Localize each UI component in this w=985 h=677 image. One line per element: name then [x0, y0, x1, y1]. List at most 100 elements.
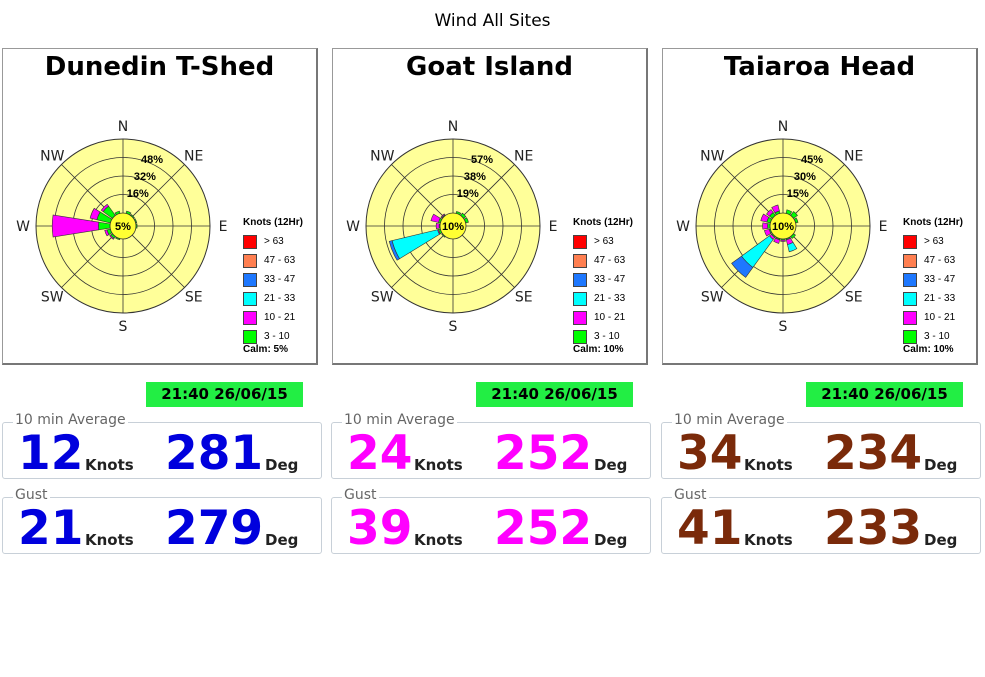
direction-label: S [119, 319, 128, 335]
legend-swatch [573, 329, 587, 344]
direction-label: NE [844, 148, 863, 164]
legend-item: 33 - 47 [573, 270, 653, 289]
ring-label: 30% [794, 171, 816, 183]
rose-wedge [104, 229, 110, 237]
legend-label: 10 - 21 [264, 312, 296, 323]
legend-item: 10 - 21 [243, 308, 323, 327]
direction-label: SW [371, 290, 394, 306]
legend-item: 21 - 33 [903, 289, 983, 308]
direction-label: SW [41, 290, 64, 306]
ring-label: 32% [134, 171, 156, 183]
windrose-chart: 10% 19% 38% 57% N NE E SE S SW W NW [346, 119, 558, 335]
legend-label: 10 - 21 [594, 312, 626, 323]
ring-label: 15% [787, 188, 809, 200]
legend-title: Knots (12Hr) [243, 217, 304, 228]
windrose-panel-goat-island: Goat Island 10% 19% 38% 57% N NE E SE S SW W NW Kno… [332, 48, 648, 365]
legend-item: > 63 [243, 232, 323, 251]
ring-label: 38% [464, 171, 486, 183]
legend-label: 47 - 63 [594, 255, 626, 266]
legend-label: 21 - 33 [264, 293, 296, 304]
rose-wedge [764, 228, 772, 237]
gust-speed-value: 41 [677, 501, 743, 556]
legend-label: 33 - 47 [594, 274, 626, 285]
direction-label: N [448, 119, 458, 135]
legend-item: > 63 [903, 232, 983, 251]
direction-label: N [118, 119, 128, 135]
panel-title: Taiaroa Head [723, 52, 916, 82]
direction-label: E [219, 219, 228, 235]
legend-swatch [243, 310, 257, 325]
legend-item: 10 - 21 [573, 308, 653, 327]
direction-label: E [549, 219, 558, 235]
legend-title: Knots (12Hr) [573, 217, 634, 228]
legend-swatch [903, 291, 917, 306]
rose-wedge [109, 234, 115, 240]
direction-label: SE [515, 290, 533, 306]
rose-wedge [100, 203, 109, 212]
grid-spoke [391, 164, 445, 218]
legend-swatch [903, 310, 917, 325]
direction-unit: Deg [594, 531, 628, 549]
direction-label: SE [845, 290, 863, 306]
calm-label: Calm: 10% [573, 344, 624, 355]
speed-unit: Knots [414, 531, 463, 549]
speed-unit: Knots [744, 531, 793, 549]
legend-item: 47 - 63 [903, 251, 983, 270]
direction-label: E [879, 219, 888, 235]
ring-label: 48% [141, 154, 163, 166]
gust-label: Gust [342, 487, 379, 503]
legend-label: 47 - 63 [924, 255, 956, 266]
legend-item: 3 - 10 [903, 327, 983, 346]
average-label: 10 min Average [672, 412, 787, 428]
average-reading-box: 10 min Average 34 Knots 234 Deg [661, 412, 981, 479]
direction-unit: Deg [594, 456, 628, 474]
legend-item: 21 - 33 [243, 289, 323, 308]
grid-spoke [721, 164, 775, 218]
speed-unit: Knots [85, 531, 134, 549]
gust-label: Gust [13, 487, 50, 503]
ring-label: 57% [471, 154, 493, 166]
timestamp-badge: 21:40 26/06/15 [806, 382, 963, 407]
direction-label: N [778, 119, 788, 135]
legend-swatch [573, 253, 587, 268]
direction-label: W [16, 219, 30, 235]
rose-wedge [762, 222, 769, 230]
gust-direction-value: 279 [165, 501, 264, 556]
legend-label: 33 - 47 [264, 274, 296, 285]
direction-label: NE [514, 148, 533, 164]
windrose-panel-taiaroa-head: Taiaroa Head 10% 15% 30% 45% N NE E SE S SW W NW Kn… [662, 48, 978, 365]
rose-wedge [388, 240, 400, 261]
rose-wedge [787, 241, 798, 253]
ring-label: 16% [127, 188, 149, 200]
direction-unit: Deg [924, 456, 958, 474]
legend-swatch [243, 272, 257, 287]
grid-spoke [391, 234, 445, 288]
direction-label: NW [700, 148, 724, 164]
rose-wedge [430, 213, 441, 223]
average-label: 10 min Average [342, 412, 457, 428]
legend-label: > 63 [264, 236, 284, 247]
panel-title: Dunedin T-Shed [44, 52, 275, 82]
rose-wedge [760, 213, 770, 223]
legend-swatch [903, 234, 917, 249]
rose-wedge [766, 209, 774, 217]
timestamp-badge: 21:40 26/06/15 [476, 382, 633, 407]
legend-item: 47 - 63 [573, 251, 653, 270]
legend-label: > 63 [594, 236, 614, 247]
direction-label: W [676, 219, 690, 235]
timestamp-badge: 21:40 26/06/15 [146, 382, 303, 407]
legend-swatch [243, 291, 257, 306]
gust-direction-value: 233 [824, 501, 923, 556]
panel-title: Goat Island [406, 52, 573, 82]
legend-item: 33 - 47 [243, 270, 323, 289]
calm-percent-label: 10% [442, 221, 464, 233]
grid-spoke [131, 164, 185, 218]
average-speed-value: 12 [18, 426, 84, 481]
gust-speed-value: 21 [18, 501, 84, 556]
average-direction-value: 252 [494, 426, 593, 481]
ring-label: 19% [457, 188, 479, 200]
rose-wedge [89, 207, 101, 221]
legend-title: Knots (12Hr) [903, 217, 964, 228]
legend-label: 33 - 47 [924, 274, 956, 285]
speed-unit: Knots [414, 456, 463, 474]
